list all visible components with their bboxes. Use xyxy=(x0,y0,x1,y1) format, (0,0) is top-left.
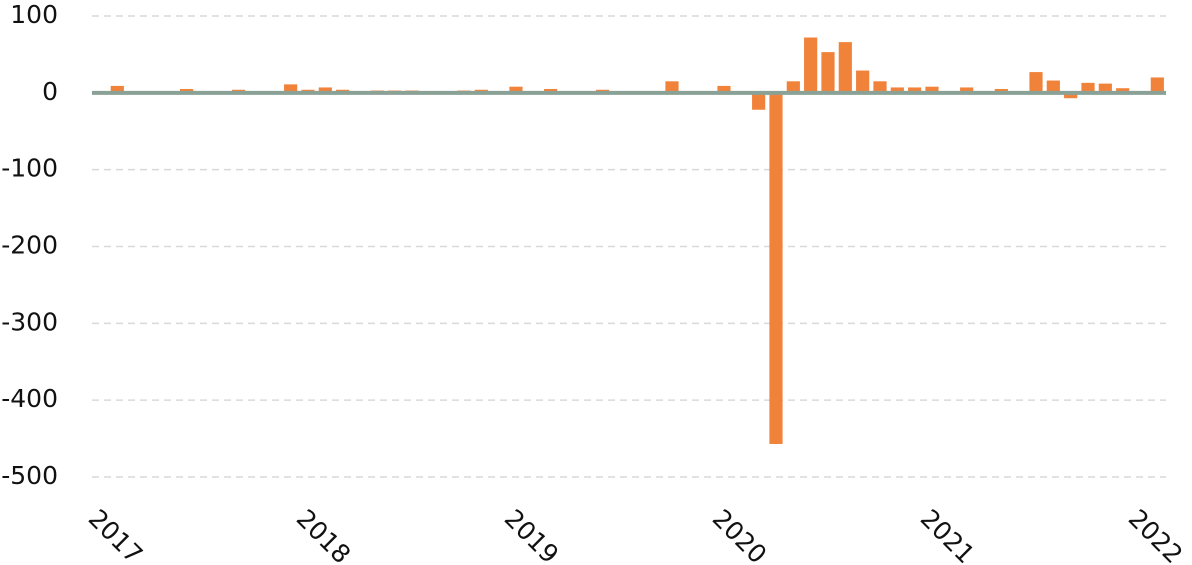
y-tick-label: -300 xyxy=(1,307,58,336)
y-tick-label: 0 xyxy=(42,77,58,106)
bar xyxy=(752,92,766,110)
bar xyxy=(318,87,332,93)
x-tick-label: 2021 xyxy=(915,504,980,565)
bar xyxy=(908,87,922,93)
bar xyxy=(769,92,783,444)
bar xyxy=(1098,83,1112,93)
bar xyxy=(1029,72,1043,93)
bar xyxy=(1064,92,1078,99)
x-tick-label: 2020 xyxy=(707,504,772,565)
y-tick-label: -400 xyxy=(1,384,58,413)
bar xyxy=(1116,88,1130,93)
bar xyxy=(838,42,852,93)
y-tick-label: -200 xyxy=(1,231,58,260)
bar xyxy=(717,85,731,93)
bar xyxy=(856,70,870,93)
bar xyxy=(665,81,679,93)
bar xyxy=(786,81,800,93)
x-tick-label: 2019 xyxy=(499,504,564,565)
bar xyxy=(821,52,835,93)
bar xyxy=(804,37,818,93)
y-tick-label: -500 xyxy=(1,461,58,490)
x-tick-label: 2022 xyxy=(1123,504,1188,565)
bar xyxy=(1046,80,1060,93)
x-tick-label: 2018 xyxy=(291,504,356,565)
bar xyxy=(110,85,124,93)
bar xyxy=(925,86,939,93)
bar xyxy=(873,81,887,93)
bar xyxy=(509,86,523,93)
bar xyxy=(1150,77,1164,93)
bar xyxy=(1081,82,1095,93)
y-tick-label: 100 xyxy=(10,0,58,29)
bar xyxy=(284,84,298,93)
bar xyxy=(890,87,904,93)
y-tick-label: -100 xyxy=(1,154,58,183)
bar xyxy=(960,87,974,93)
x-tick-label: 2017 xyxy=(83,504,148,565)
